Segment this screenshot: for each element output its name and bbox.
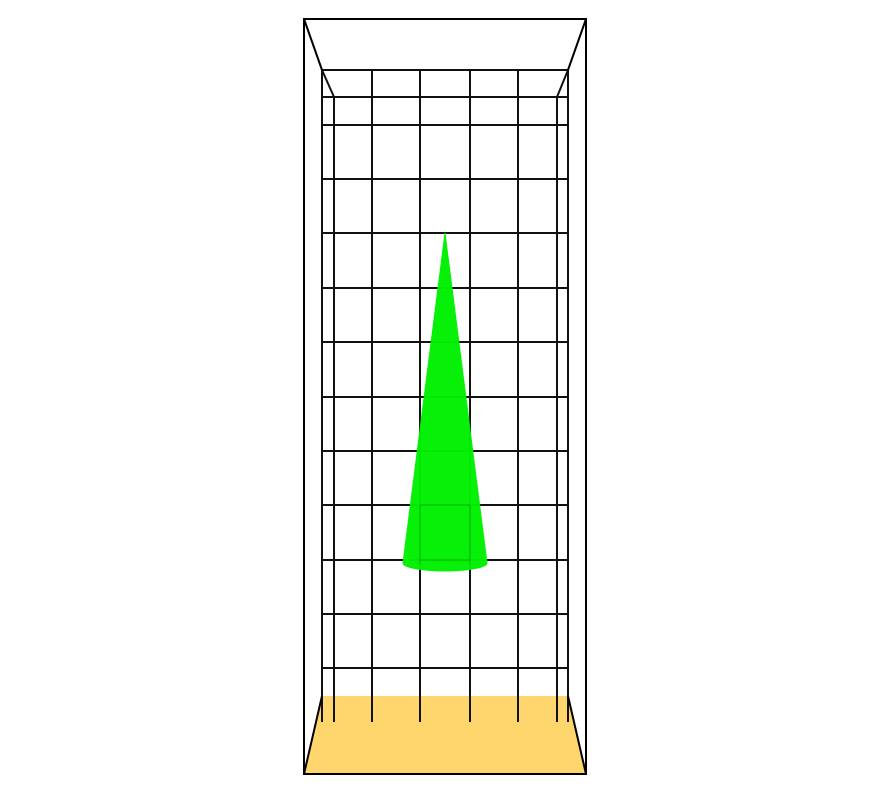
room-frame: [303, 18, 587, 775]
edge-bottom-left: [303, 695, 323, 775]
edge-top-right: [567, 18, 587, 71]
floor: [304, 696, 586, 774]
front-frame: [303, 18, 587, 775]
floor-plane: [304, 696, 586, 774]
inner-corner-tr: [556, 69, 569, 98]
cone-surface: [402, 232, 488, 572]
inner-corner-tl: [321, 69, 335, 98]
edge-top-left: [303, 18, 323, 71]
cone-body: [402, 232, 488, 572]
edge-bottom-right: [567, 695, 587, 775]
cone: [402, 232, 488, 572]
